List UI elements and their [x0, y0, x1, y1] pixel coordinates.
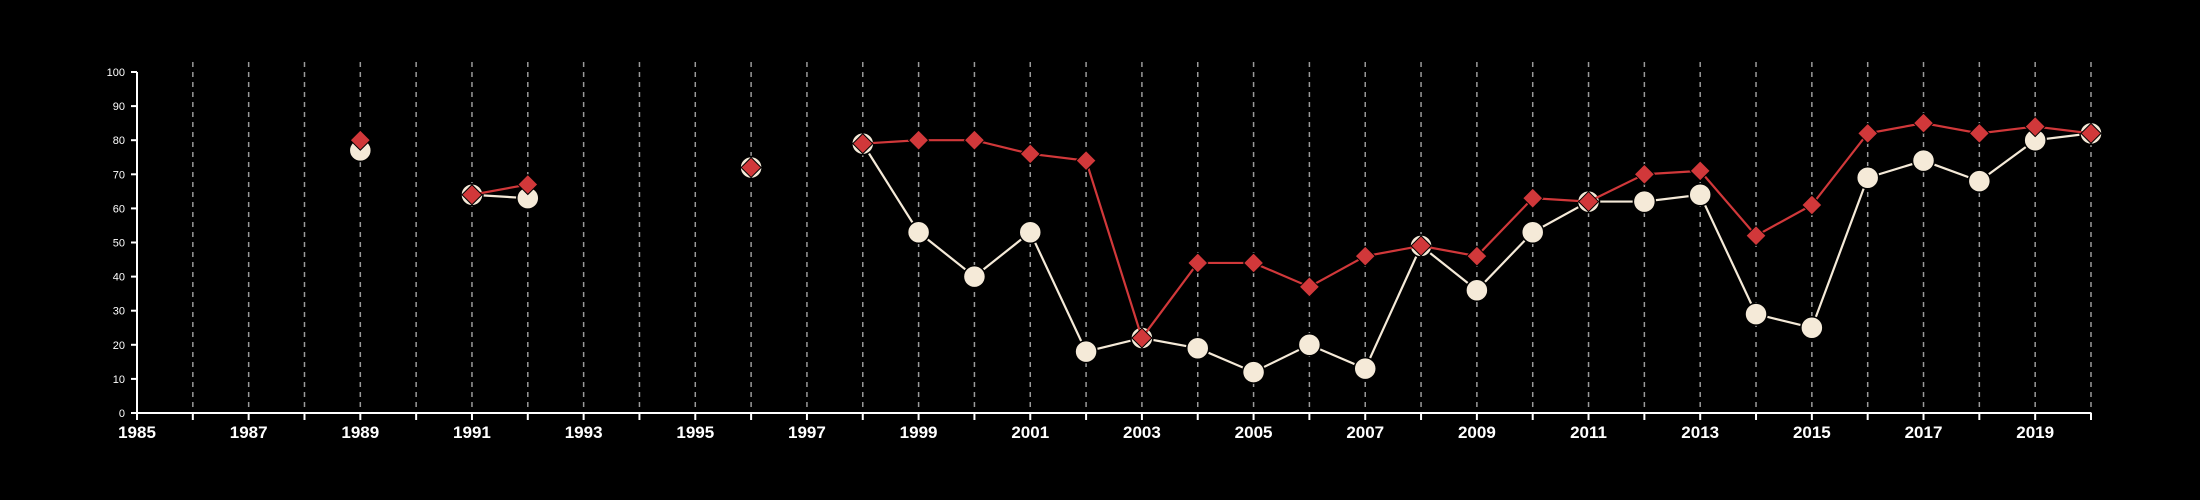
- data-point-diamond: [517, 173, 539, 196]
- y-tick-label: 100: [107, 67, 125, 79]
- x-tick-label: 1993: [565, 423, 603, 442]
- data-point-diamond: [2024, 115, 2046, 138]
- data-point-diamond: [1410, 235, 1432, 257]
- x-tick-label: 1985: [118, 423, 156, 442]
- data-point-circle: [1632, 189, 1657, 214]
- y-tick-label: 50: [113, 238, 125, 250]
- data-point-diamond: [963, 129, 986, 151]
- data-point-diamond: [1354, 245, 1376, 267]
- data-point-diamond: [1745, 224, 1767, 247]
- x-tick-label: 1991: [453, 423, 491, 442]
- y-tick-label: 70: [113, 169, 125, 181]
- data-point-diamond: [1466, 245, 1488, 267]
- data-point-diamond: [1075, 149, 1097, 172]
- data-point-circle: [1074, 339, 1098, 364]
- data-point-diamond: [2080, 122, 2102, 145]
- y-tick-label: 30: [113, 306, 125, 318]
- data-point-circle: [962, 264, 987, 289]
- data-point-diamond: [1298, 276, 1321, 298]
- y-tick-label: 40: [113, 272, 125, 284]
- grid: [192, 62, 2092, 413]
- data-point-circle: [1744, 302, 1768, 326]
- data-point-diamond: [1801, 194, 1823, 216]
- data-point-diamond: [1633, 163, 1656, 186]
- y-tick-label: 60: [113, 203, 125, 215]
- y-tick-label: 10: [113, 374, 125, 386]
- x-tick-label: 2013: [1681, 423, 1719, 442]
- data-point-circle: [1911, 148, 1936, 173]
- data-point-diamond: [907, 129, 930, 151]
- data-point-circle: [1465, 278, 1489, 302]
- data-point-diamond: [1019, 143, 1041, 165]
- data-point-circle: [1800, 316, 1824, 340]
- x-tick-label: 1987: [230, 423, 268, 442]
- x-tick-label: 1995: [676, 423, 714, 442]
- x-tick-label: 2019: [2016, 423, 2054, 442]
- x-tick-label: 2009: [1458, 423, 1496, 442]
- data-point-circle: [1520, 220, 1545, 245]
- data-point-circle: [1241, 360, 1266, 384]
- data-point-diamond: [1968, 122, 1991, 145]
- y-tick-label: 80: [113, 135, 125, 147]
- y-tick-label: 90: [113, 101, 125, 113]
- data-point-circle: [1688, 183, 1712, 207]
- x-tick-label: 2001: [1011, 423, 1049, 442]
- data-point-circle: [906, 220, 931, 245]
- axes: 0 10 20 30 40 50 60 70 80 90 100 1985 1987 1989 1991 19…: [107, 67, 2092, 442]
- x-tick-label: 1989: [341, 423, 379, 442]
- x-tick-label: 1999: [900, 423, 938, 442]
- data-point-diamond: [1187, 252, 1209, 274]
- x-tick-label: 2003: [1123, 423, 1161, 442]
- data-point-circle: [1855, 165, 1880, 190]
- data-point-circle: [1967, 169, 1992, 193]
- data-point-diamond: [852, 132, 874, 155]
- x-tick-label: 1997: [788, 423, 826, 442]
- data-point-diamond: [349, 129, 372, 151]
- data-point-diamond: [461, 184, 483, 206]
- data-point-circle: [1353, 356, 1377, 381]
- x-tick-label: 2015: [1793, 423, 1831, 442]
- data-point-circle: [1185, 336, 1210, 360]
- series-group: [348, 112, 2103, 384]
- series-circle: [348, 121, 2103, 384]
- data-point-diamond: [1522, 187, 1544, 209]
- data-point-circle: [1018, 220, 1043, 245]
- data-point-diamond: [1577, 190, 1600, 213]
- data-point-diamond: [1242, 252, 1265, 274]
- x-tick-label: 2005: [1235, 423, 1273, 442]
- y-tick-label: 0: [119, 408, 125, 420]
- data-point-diamond: [1912, 112, 1935, 134]
- data-point-diamond: [1131, 327, 1153, 349]
- x-tick-label: 2007: [1346, 423, 1384, 442]
- x-tick-label: 2011: [1570, 423, 1607, 442]
- series-line: [471, 183, 528, 196]
- data-point-diamond: [1856, 122, 1879, 145]
- data-point-circle: [1297, 333, 1322, 357]
- series-diamond: [349, 112, 2102, 349]
- x-tick-label: 2017: [1905, 423, 1943, 442]
- data-point-diamond: [740, 156, 762, 179]
- data-point-diamond: [1689, 160, 1711, 182]
- y-tick-label: 20: [113, 340, 125, 352]
